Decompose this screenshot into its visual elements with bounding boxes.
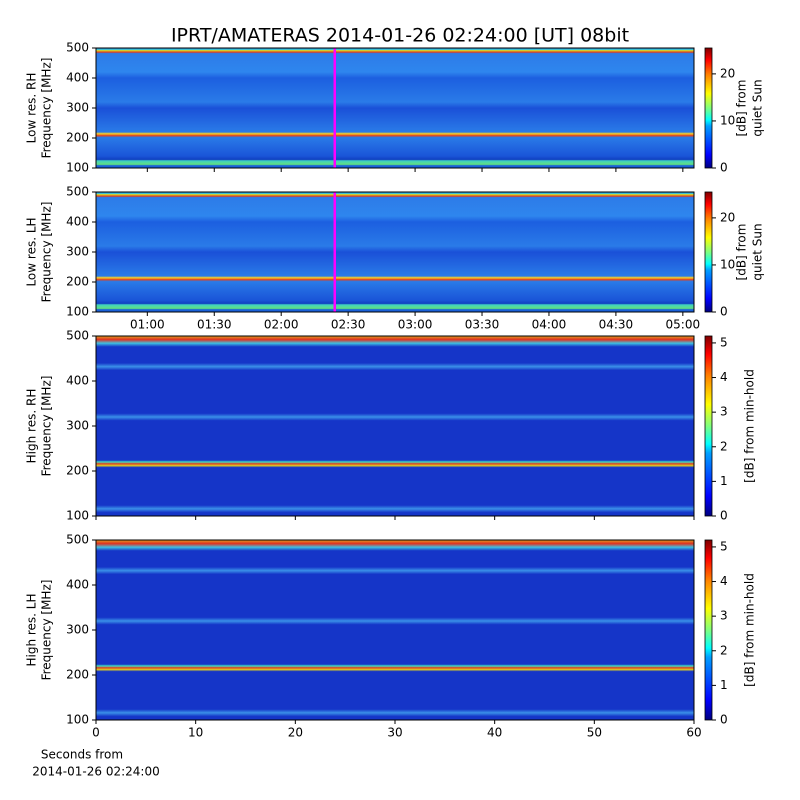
colorbar-tick-label: 5 bbox=[720, 539, 728, 553]
x-tick-label: 02:30 bbox=[331, 318, 366, 332]
y-axis-label: Frequency [MHz] bbox=[40, 202, 54, 303]
y-axis-label: Frequency [MHz] bbox=[40, 376, 54, 477]
spectrogram bbox=[96, 48, 694, 168]
x-tick-label: 03:30 bbox=[465, 318, 500, 332]
x-tick-label: 05:00 bbox=[666, 318, 701, 332]
x-tick-label: 02:00 bbox=[264, 318, 299, 332]
x-tick-label: 04:00 bbox=[532, 318, 567, 332]
x-tick-label: 20 bbox=[288, 726, 303, 740]
colorbar-tick-label: 1 bbox=[720, 474, 728, 488]
y-tick-label: 100 bbox=[66, 305, 89, 319]
y-tick-label: 200 bbox=[66, 464, 89, 478]
y-tick-label: 300 bbox=[66, 419, 89, 433]
x-axis-label: 2014-01-26 02:24:00 bbox=[32, 765, 159, 779]
colorbar-tick-label: 3 bbox=[720, 405, 728, 419]
colorbar-tick-label: 20 bbox=[720, 66, 735, 80]
spectrogram bbox=[96, 336, 694, 516]
y-tick-label: 300 bbox=[66, 623, 89, 637]
y-axis-label: High res. LH bbox=[25, 593, 39, 666]
colorbar-tick-label: 10 bbox=[720, 113, 735, 127]
y-tick-label: 500 bbox=[66, 185, 89, 199]
colorbar-tick-label: 20 bbox=[720, 210, 735, 224]
y-axis-label: Frequency [MHz] bbox=[40, 580, 54, 681]
colorbar bbox=[704, 191, 713, 313]
x-tick-label: 60 bbox=[686, 726, 701, 740]
y-tick-label: 400 bbox=[66, 374, 89, 388]
y-axis-label: High res. RH bbox=[25, 389, 39, 464]
x-tick-label: 03:00 bbox=[398, 318, 433, 332]
spectrogram bbox=[96, 192, 694, 312]
colorbar-label: [dB] from min-hold bbox=[743, 573, 757, 687]
x-tick-label: 50 bbox=[587, 726, 602, 740]
colorbar-tick-label: 0 bbox=[720, 161, 728, 175]
y-tick-label: 500 bbox=[66, 41, 89, 55]
y-tick-label: 500 bbox=[66, 533, 89, 547]
y-tick-label: 100 bbox=[66, 713, 89, 727]
colorbar-tick-label: 2 bbox=[720, 439, 728, 453]
y-tick-label: 200 bbox=[66, 668, 89, 682]
colorbar bbox=[704, 539, 713, 721]
y-tick-label: 300 bbox=[66, 101, 89, 115]
colorbar-tick-label: 0 bbox=[720, 509, 728, 523]
x-tick-label: 01:30 bbox=[197, 318, 232, 332]
y-tick-label: 200 bbox=[66, 131, 89, 145]
colorbar-label: [dB] from bbox=[735, 80, 749, 137]
y-tick-label: 100 bbox=[66, 509, 89, 523]
colorbar bbox=[704, 47, 713, 169]
y-tick-label: 300 bbox=[66, 245, 89, 259]
colorbar-tick-label: 1 bbox=[720, 678, 728, 692]
colorbar-label: [dB] from bbox=[735, 224, 749, 281]
colorbar-tick-label: 10 bbox=[720, 257, 735, 271]
colorbar-tick-label: 0 bbox=[720, 305, 728, 319]
y-tick-label: 500 bbox=[66, 329, 89, 343]
colorbar-label: quiet Sun bbox=[751, 223, 765, 280]
colorbar-tick-label: 4 bbox=[720, 574, 728, 588]
colorbar bbox=[704, 335, 713, 517]
x-tick-label: 0 bbox=[92, 726, 100, 740]
y-axis-label: Low res. LH bbox=[25, 217, 39, 286]
y-axis-label: Low res. RH bbox=[25, 73, 39, 144]
colorbar-tick-label: 3 bbox=[720, 609, 728, 623]
x-tick-label: 10 bbox=[188, 726, 203, 740]
y-tick-label: 400 bbox=[66, 71, 89, 85]
y-tick-label: 200 bbox=[66, 275, 89, 289]
colorbar-tick-label: 0 bbox=[720, 713, 728, 727]
x-tick-label: 01:00 bbox=[130, 318, 165, 332]
spectrogram bbox=[96, 540, 694, 720]
x-axis-label: Seconds from bbox=[41, 748, 123, 762]
colorbar-tick-label: 4 bbox=[720, 370, 728, 384]
colorbar-label: quiet Sun bbox=[751, 79, 765, 136]
y-tick-label: 100 bbox=[66, 161, 89, 175]
x-tick-label: 04:30 bbox=[599, 318, 634, 332]
colorbar-label: [dB] from min-hold bbox=[743, 369, 757, 483]
x-tick-label: 40 bbox=[487, 726, 502, 740]
y-tick-label: 400 bbox=[66, 215, 89, 229]
y-tick-label: 400 bbox=[66, 578, 89, 592]
figure-title: IPRT/AMATERAS 2014-01-26 02:24:00 [UT] 0… bbox=[171, 25, 629, 47]
colorbar-tick-label: 5 bbox=[720, 335, 728, 349]
x-tick-label: 30 bbox=[387, 726, 402, 740]
colorbar-tick-label: 2 bbox=[720, 643, 728, 657]
y-axis-label: Frequency [MHz] bbox=[40, 58, 54, 159]
